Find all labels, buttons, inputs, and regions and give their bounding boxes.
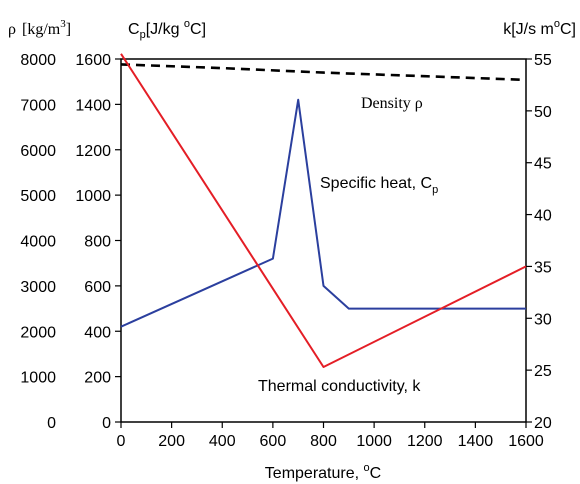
cp-tick-label: 800 (84, 234, 111, 251)
cp-axis-title: Cp[J/kg oC] (128, 18, 206, 41)
density-tick-label: 3000 (20, 279, 56, 296)
conductivity-line (120, 53, 527, 368)
x-axis-title: Temperature, oC (265, 462, 381, 482)
x-tick-label: 1400 (458, 433, 494, 450)
x-axis-ticks: 0 200 400 600 800 1000 1200 1400 1600 (117, 422, 544, 450)
k-tick-label: 35 (534, 259, 552, 276)
k-axis-title: k[J/s moC] (503, 18, 576, 38)
cp-tick-label: 1200 (75, 143, 111, 160)
x-tick-label: 600 (260, 433, 287, 450)
cp-tick-label: 1600 (75, 52, 111, 69)
k-tick-label: 25 (534, 363, 552, 380)
series-lines (120, 53, 527, 368)
x-tick-label: 400 (209, 433, 236, 450)
conductivity-annotation: Thermal conductivity, k (258, 378, 421, 395)
density-annotation: Density ρ (361, 95, 423, 112)
k-tick-label: 40 (534, 208, 552, 225)
x-tick-label: 800 (310, 433, 337, 450)
cp-tick-label: 1000 (75, 188, 111, 205)
cp-tick-label: 1400 (75, 97, 111, 114)
x-tick-label: 0 (117, 433, 126, 450)
density-tick-label: 0 (47, 415, 56, 432)
cp-tick-label: 600 (84, 279, 111, 296)
x-tick-label: 1200 (407, 433, 443, 450)
left-axis-ticks: 0 0 1000 200 2000 400 3000 600 4000 800 5000 1000 60… (20, 52, 121, 432)
k-tick-label: 55 (534, 52, 552, 69)
k-tick-label: 30 (534, 311, 552, 328)
specific-heat-line (120, 98, 526, 328)
k-tick-label: 20 (534, 415, 552, 432)
k-tick-label: 50 (534, 104, 552, 121)
right-axis-ticks: 20 25 30 35 40 45 50 55 (526, 52, 552, 432)
density-axis-title: ρ [kg/m3] (8, 18, 71, 38)
density-line (120, 63, 527, 82)
x-tick-label: 1000 (356, 433, 392, 450)
cp-tick-label: 0 (102, 415, 111, 432)
density-tick-label: 4000 (20, 234, 56, 251)
density-tick-label: 7000 (20, 97, 56, 114)
x-tick-label: 200 (158, 433, 185, 450)
density-tick-label: 2000 (20, 324, 56, 341)
density-tick-label: 1000 (20, 370, 56, 387)
cp-tick-label: 200 (84, 370, 111, 387)
density-tick-label: 5000 (20, 188, 56, 205)
k-tick-label: 45 (534, 156, 552, 173)
cp-tick-label: 400 (84, 324, 111, 341)
density-tick-label: 8000 (20, 52, 56, 69)
specific-heat-annotation: Specific heat, Cp (320, 175, 438, 196)
x-tick-label: 1600 (508, 433, 544, 450)
density-tick-label: 6000 (20, 143, 56, 160)
